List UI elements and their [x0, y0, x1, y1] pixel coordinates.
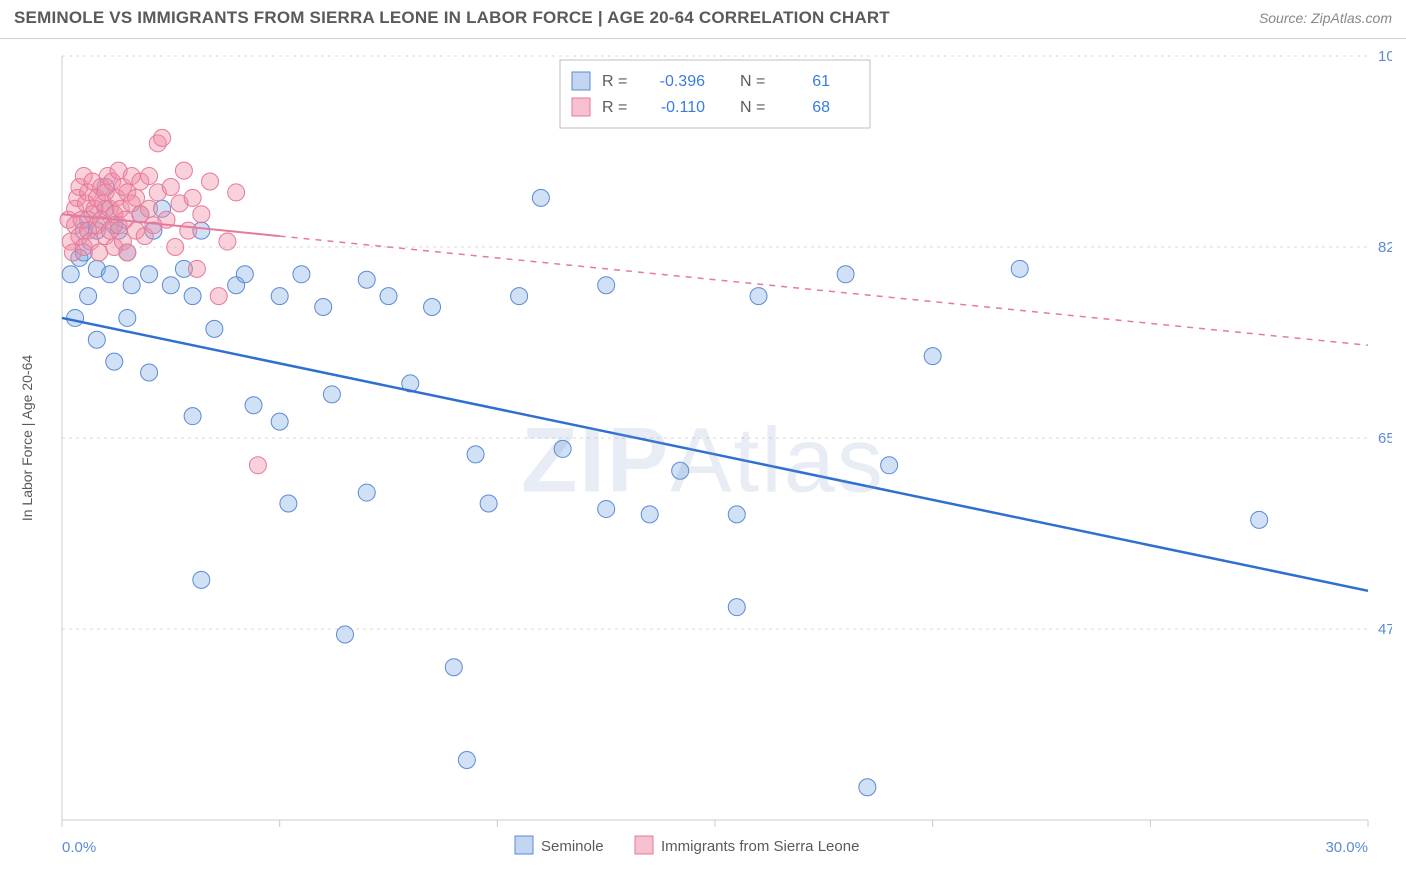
svg-text:61: 61	[812, 73, 830, 90]
svg-text:30.0%: 30.0%	[1325, 839, 1368, 856]
svg-text:100.0%: 100.0%	[1378, 48, 1392, 65]
svg-text:-0.110: -0.110	[661, 99, 705, 116]
svg-text:R =: R =	[602, 73, 627, 90]
source-attribution: Source: ZipAtlas.com	[1259, 10, 1392, 26]
svg-text:N =: N =	[740, 99, 765, 116]
chart-header: SEMINOLE VS IMMIGRANTS FROM SIERRA LEONE…	[0, 0, 1406, 39]
chart-container: 47.5% 65.0% 82.5% 100.0% 0.0% 30.0% In Labor F…	[14, 44, 1392, 878]
svg-text:Seminole: Seminole	[541, 838, 604, 855]
svg-text:82.5%: 82.5%	[1378, 239, 1392, 256]
svg-text:N =: N =	[740, 73, 765, 90]
correlation-scatter-chart: 47.5% 65.0% 82.5% 100.0% 0.0% 30.0% In Labor F…	[14, 44, 1392, 878]
svg-text:65.0%: 65.0%	[1378, 430, 1392, 447]
chart-title: SEMINOLE VS IMMIGRANTS FROM SIERRA LEONE…	[14, 8, 890, 28]
svg-text:47.5%: 47.5%	[1378, 621, 1392, 638]
svg-text:0.0%: 0.0%	[62, 839, 96, 856]
svg-text:-0.396: -0.396	[660, 73, 705, 90]
svg-text:Immigrants from Sierra Leone: Immigrants from Sierra Leone	[661, 838, 859, 855]
svg-text:In Labor Force | Age 20-64: In Labor Force | Age 20-64	[19, 355, 35, 522]
svg-text:R =: R =	[602, 99, 627, 116]
svg-text:68: 68	[812, 99, 830, 116]
